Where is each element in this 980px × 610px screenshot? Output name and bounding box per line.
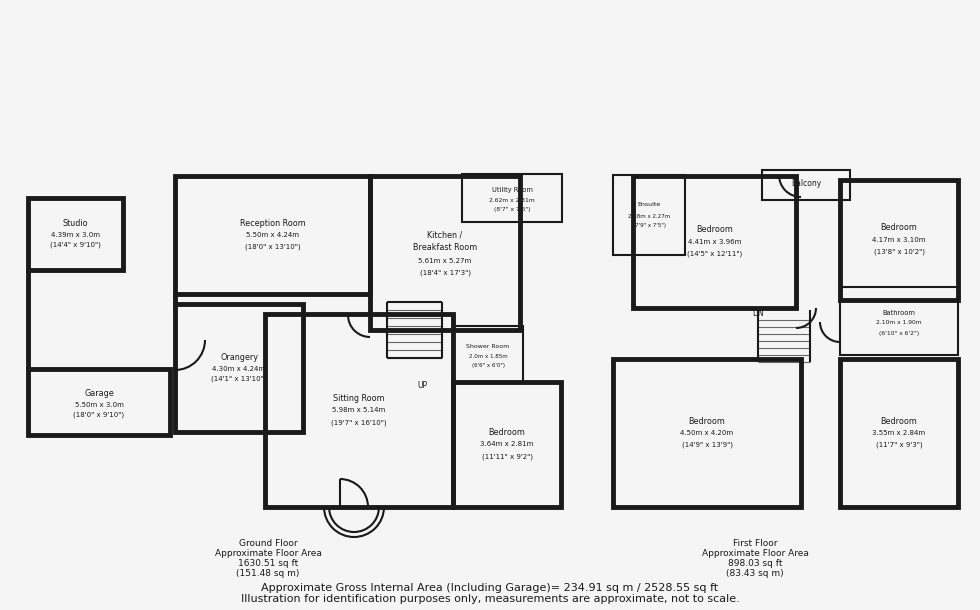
Text: (11'11" x 9'2"): (11'11" x 9'2") [481, 453, 532, 460]
Bar [613, 359, 801, 507]
Text: (8'7" x 7'6"): (8'7" x 7'6") [494, 207, 530, 212]
Bar [840, 180, 958, 300]
Text: Breakfast Room: Breakfast Room [413, 243, 477, 251]
Text: Reception Room: Reception Room [240, 218, 306, 228]
Bar [175, 304, 303, 432]
Text: 2.38m x 2.27m: 2.38m x 2.27m [628, 214, 670, 218]
Text: Balcony: Balcony [791, 179, 821, 187]
Text: Orangery: Orangery [220, 354, 258, 362]
Bar [28, 369, 170, 435]
Text: UP: UP [416, 381, 427, 390]
Text: Approximate Floor Area: Approximate Floor Area [215, 548, 321, 558]
Text: Shower Room: Shower Room [466, 343, 510, 348]
Text: 898.03 sq ft: 898.03 sq ft [728, 559, 782, 567]
Bar [762, 170, 850, 200]
Text: 4.39m x 3.0m: 4.39m x 3.0m [51, 232, 100, 238]
Text: Kitchen /: Kitchen / [427, 231, 463, 240]
Bar [370, 176, 520, 330]
Bar [613, 175, 685, 255]
Bar [840, 359, 958, 507]
Text: Bedroom: Bedroom [881, 223, 917, 232]
Text: 5.98m x 5.14m: 5.98m x 5.14m [332, 407, 385, 414]
Text: Utility Room: Utility Room [492, 187, 532, 193]
Text: 5.61m x 5.27m: 5.61m x 5.27m [418, 258, 471, 264]
Text: DN: DN [753, 309, 763, 318]
Text: (14'5" x 12'11"): (14'5" x 12'11") [687, 251, 742, 257]
Bar [265, 314, 453, 507]
Text: 2.62m x 2.31m: 2.62m x 2.31m [489, 198, 535, 203]
Text: Bedroom: Bedroom [881, 417, 917, 426]
Text: Illustration for identification purposes only, measurements are approximate, not: Illustration for identification purposes… [241, 594, 739, 604]
Bar [453, 326, 523, 382]
Bar [462, 174, 562, 222]
Text: 4.30m x 4.24m: 4.30m x 4.24m [213, 366, 266, 372]
Text: (7'9" x 7'5"): (7'9" x 7'5") [632, 223, 665, 229]
Text: 3.64m x 2.81m: 3.64m x 2.81m [480, 442, 534, 448]
Text: Sitting Room: Sitting Room [333, 394, 385, 403]
Text: Bedroom: Bedroom [696, 226, 733, 234]
Text: (14'4" x 9'10"): (14'4" x 9'10") [50, 242, 101, 248]
Text: (14'1" x 13'10"): (14'1" x 13'10") [212, 376, 267, 382]
Text: 3.55m x 2.84m: 3.55m x 2.84m [872, 430, 925, 436]
Text: (13'8" x 10'2"): (13'8" x 10'2") [873, 249, 924, 255]
Bar [28, 198, 123, 270]
Text: Approximate Floor Area: Approximate Floor Area [702, 548, 808, 558]
Text: Bedroom: Bedroom [489, 428, 525, 437]
Text: (18'0" x 13'10"): (18'0" x 13'10") [245, 244, 300, 250]
Text: First Floor: First Floor [733, 539, 777, 548]
Text: 4.50m x 4.20m: 4.50m x 4.20m [680, 430, 734, 436]
Text: 1630.51 sq ft: 1630.51 sq ft [238, 559, 298, 567]
Text: 2.0m x 1.85m: 2.0m x 1.85m [468, 354, 508, 359]
Text: (19'7" x 16'10"): (19'7" x 16'10") [331, 419, 387, 426]
Text: (6'6" x 6'0"): (6'6" x 6'0") [471, 362, 505, 367]
Text: (14'9" x 13'9"): (14'9" x 13'9") [681, 442, 732, 448]
Text: (151.48 sq m): (151.48 sq m) [236, 569, 300, 578]
Text: Approximate Gross Internal Area (Including Garage)= 234.91 sq m / 2528.55 sq ft: Approximate Gross Internal Area (Includi… [262, 583, 718, 593]
Text: (83.43 sq m): (83.43 sq m) [726, 569, 784, 578]
Text: 4.17m x 3.10m: 4.17m x 3.10m [872, 237, 926, 243]
Text: (6'10" x 6'2"): (6'10" x 6'2") [879, 331, 919, 336]
Bar [633, 176, 796, 308]
Text: 2.10m x 1.90m: 2.10m x 1.90m [876, 320, 922, 326]
Text: Ground Floor: Ground Floor [239, 539, 297, 548]
Text: 5.50m x 4.24m: 5.50m x 4.24m [246, 232, 299, 238]
Text: (18'0" x 9'10"): (18'0" x 9'10") [74, 412, 124, 418]
Text: Garage: Garage [84, 390, 114, 398]
Text: Bathroom: Bathroom [883, 310, 915, 316]
Bar [175, 176, 370, 294]
Bar [840, 287, 958, 355]
Text: 4.41m x 3.96m: 4.41m x 3.96m [688, 239, 741, 245]
Text: 5.50m x 3.0m: 5.50m x 3.0m [74, 402, 123, 408]
Text: (18'4" x 17'3"): (18'4" x 17'3") [419, 270, 470, 276]
Text: Studio: Studio [63, 220, 88, 229]
Bar [453, 382, 561, 507]
Text: (11'7" x 9'3"): (11'7" x 9'3") [876, 442, 922, 448]
Text: Ensuite: Ensuite [637, 203, 661, 207]
Text: Bedroom: Bedroom [689, 417, 725, 426]
